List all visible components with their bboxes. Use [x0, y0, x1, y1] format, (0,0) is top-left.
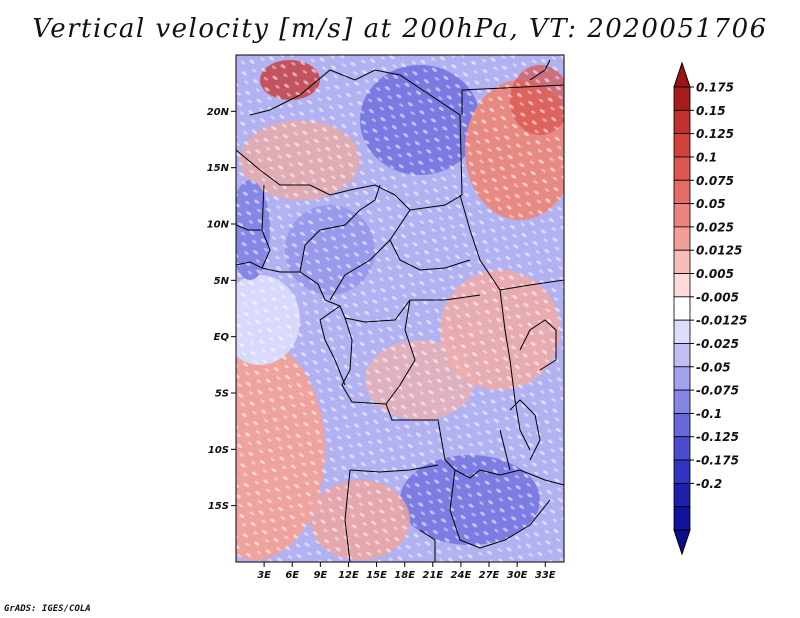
vertical-velocity-field: [236, 55, 564, 562]
colorbar-label: 0.125: [696, 127, 734, 141]
lat-tick-label: 10S: [208, 445, 229, 456]
map-frame: [235, 54, 565, 563]
colorbar-label: 0.175: [696, 81, 734, 95]
colorbar-swatch: [673, 109, 691, 135]
colorbar-swatch: [673, 506, 691, 531]
colorbar-swatch: [673, 249, 691, 274]
colorbar-label: -0.005: [696, 290, 739, 304]
lat-tick-label: 10N: [207, 220, 230, 231]
lat-tick-label: EQ: [214, 332, 230, 343]
colorbar-swatch: [673, 366, 691, 391]
colorbar-swatch: [673, 413, 691, 438]
lat-tick-label: 15S: [208, 501, 229, 512]
lat-tick-label: 15N: [207, 163, 230, 174]
colorbar-swatch: [673, 319, 691, 344]
colorbar-swatch: [673, 226, 691, 251]
lon-tick-label: 12E: [338, 570, 359, 581]
lat-tick-label: 20N: [207, 107, 230, 118]
lon-tick-label: 24E: [451, 570, 472, 581]
colorbar-label: -0.175: [696, 454, 739, 468]
lon-tick-label: 3E: [257, 570, 271, 581]
colorbar-swatch: [673, 296, 691, 321]
colorbar-label: -0.1: [696, 407, 722, 421]
colorbar-swatch: [673, 273, 691, 298]
colorbar-swatch: [673, 482, 691, 508]
lon-tick-label: 6E: [285, 570, 299, 581]
colorbar-label: 0.05: [696, 197, 726, 211]
colorbar-swatch: [673, 179, 691, 204]
colorbar-label: -0.125: [696, 430, 739, 444]
chart-title: Vertical velocity [m/s] at 200hPa, VT: 2…: [32, 14, 768, 44]
colorbar-label: -0.05: [696, 360, 731, 374]
lon-tick-label: 30E: [507, 570, 528, 581]
latitude-axis: 20N 15N 10N 5N EQ 5S 10S 15S: [207, 107, 236, 512]
colorbar-lower-extension: [673, 529, 691, 556]
longitude-axis: 3E 6E 9E 12E 15E 18E 21E 24E 27E 30E 33E: [257, 562, 556, 581]
colorbar-swatch: [673, 203, 691, 228]
lon-tick-label: 18E: [394, 570, 415, 581]
grads-credit: GrADS: IGES/COLA: [4, 604, 91, 614]
colorbar-label: 0.005: [696, 267, 734, 281]
colorbar-swatch: [673, 86, 691, 111]
lat-tick-label: 5N: [214, 276, 230, 287]
colorbar-swatch: [673, 156, 691, 181]
colorbar: 0.175 0.15 0.125 0.1 0.075 0.05 0.025 0.0125 0.0…: [673, 61, 747, 556]
lon-tick-label: 21E: [422, 570, 443, 581]
colorbar-label: -0.2: [696, 477, 722, 491]
colorbar-swatch: [673, 133, 691, 158]
colorbar-label: -0.025: [696, 337, 739, 351]
colorbar-label: 0.15: [696, 104, 726, 118]
lon-tick-label: 27E: [479, 570, 500, 581]
colorbar-swatch: [673, 459, 691, 484]
colorbar-label: 0.1: [696, 150, 717, 164]
lon-tick-label: 33E: [535, 570, 556, 581]
colorbar-label: 0.0125: [696, 244, 742, 258]
colorbar-swatch: [673, 389, 691, 414]
lon-tick-label: 9E: [313, 570, 327, 581]
country-borders: [236, 59, 564, 562]
colorbar-upper-extension: [673, 61, 691, 88]
lat-tick-label: 5S: [215, 389, 229, 400]
colorbar-label: 0.075: [696, 174, 734, 188]
colorbar-swatch: [673, 343, 691, 368]
colorbar-swatch: [673, 436, 691, 461]
colorbar-label: 0.025: [696, 220, 734, 234]
lon-tick-label: 15E: [366, 570, 387, 581]
colorbar-label: -0.0125: [696, 314, 747, 328]
colorbar-label: -0.075: [696, 384, 739, 398]
